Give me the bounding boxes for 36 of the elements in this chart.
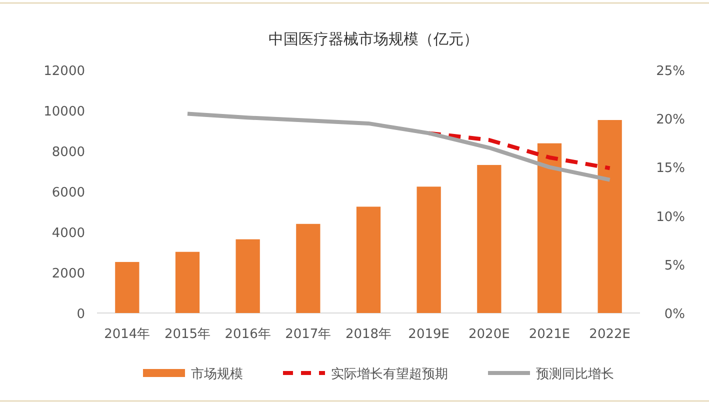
y2-tick-label: 15% [656,161,685,176]
bar [598,120,622,313]
y-tick-label: 8000 [52,145,85,160]
y-tick-label: 10000 [44,104,85,120]
bar [236,239,260,313]
bar [115,262,140,313]
x-tick-label: 2017年 [285,327,332,342]
bar [537,143,562,313]
bar [296,224,320,313]
x-tick-label: 2020E [468,327,510,342]
y-tick-label: 6000 [52,186,85,200]
x-tick-label: 2021E [528,327,570,342]
y2-tick-label: 10% [656,210,685,225]
y2-tick-label: 25% [656,64,685,79]
y-tick-label: 0 [76,307,85,322]
line-series [186,112,612,182]
y-tick-label: 12000 [44,64,85,79]
y2-tick-label: 0% [664,307,685,322]
x-tick-label: 2019E [408,327,450,342]
bar [416,186,441,313]
x-tick-label: 2018年 [345,327,392,342]
bar [477,164,502,313]
x-tick-label: 2014年 [104,327,150,342]
bar [175,252,200,313]
y-tick-label: 2000 [52,266,85,282]
chart-title: 中国医疗器械市场规模（亿元） [268,30,478,48]
legend-label: 市场规模 [191,367,243,382]
x-tick-label: 2015年 [164,327,211,342]
y2-tick-label: 5% [664,258,685,274]
y2-tick-label: 20% [656,112,685,128]
legend-label: 预测同比增长 [536,367,614,382]
y-tick-label: 4000 [52,226,85,241]
x-tick-label: 2016年 [224,327,271,342]
x-tick-label: 2022E [589,327,630,342]
legend-label: 实际增长有望超预期 [331,367,448,382]
bar [356,206,381,313]
